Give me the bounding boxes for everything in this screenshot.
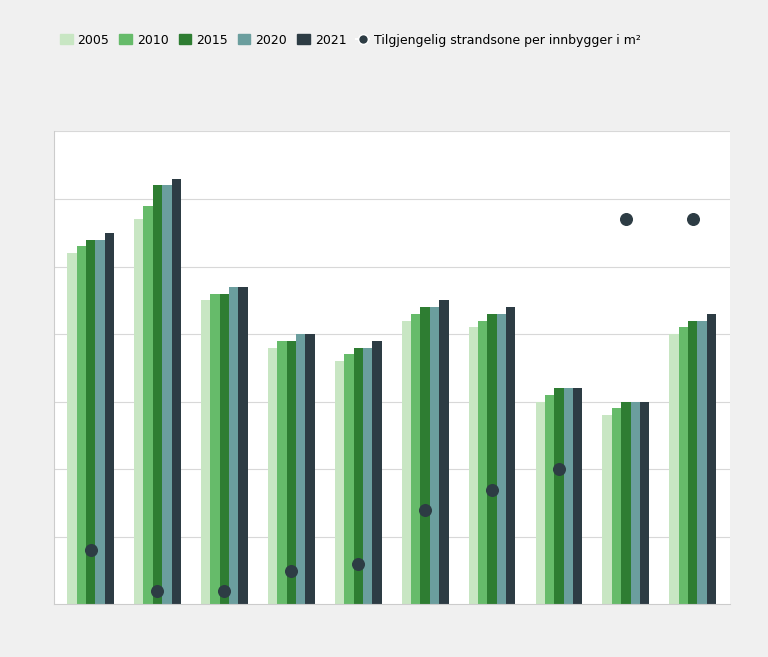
Bar [506,307,515,604]
Bar [631,401,640,604]
Bar [306,334,315,604]
Bar [238,287,248,604]
Bar [707,314,717,604]
Tilgjengelig strandsone per innbygger i m² [486,484,498,495]
Bar [488,314,497,604]
Bar [411,314,420,604]
Bar [229,287,238,604]
Bar [201,300,210,604]
Tilgjengelig strandsone per innbygger i m² [620,214,632,225]
Bar [220,294,229,604]
Bar [335,361,344,604]
Bar [402,321,411,604]
Bar [95,240,104,604]
Bar [363,348,372,604]
Bar [545,395,554,604]
Bar [535,401,545,604]
Bar [573,388,582,604]
Bar [296,334,306,604]
Bar [564,388,573,604]
Bar [697,321,707,604]
Bar [353,348,363,604]
Bar [602,415,612,604]
Bar [621,401,631,604]
Bar [478,321,488,604]
Bar [268,348,277,604]
Bar [497,314,506,604]
Bar [430,307,439,604]
Tilgjengelig strandsone per innbygger i m² [687,214,699,225]
Bar [134,219,144,604]
Bar [286,341,296,604]
Bar [612,409,621,604]
Tilgjengelig strandsone per innbygger i m² [419,505,432,515]
Bar [670,334,679,604]
Bar [67,253,77,604]
Bar [468,327,478,604]
Bar [144,206,153,604]
Bar [210,294,220,604]
Bar [344,354,353,604]
Bar [162,185,171,604]
Bar [86,240,95,604]
Tilgjengelig strandsone per innbygger i m² [218,585,230,596]
Legend: 2005, 2010, 2015, 2020, 2021, Tilgjengelig strandsone per innbygger i m²: 2005, 2010, 2015, 2020, 2021, Tilgjengel… [60,34,641,47]
Bar [171,179,181,604]
Tilgjengelig strandsone per innbygger i m² [553,464,565,474]
Tilgjengelig strandsone per innbygger i m² [352,558,364,569]
Bar [277,341,286,604]
Bar [153,185,162,604]
Bar [104,233,114,604]
Bar [688,321,697,604]
Tilgjengelig strandsone per innbygger i m² [285,566,297,576]
Bar [640,401,649,604]
Tilgjengelig strandsone per innbygger i m² [84,545,97,556]
Bar [554,388,564,604]
Bar [420,307,430,604]
Bar [77,246,86,604]
Bar [372,341,382,604]
Bar [439,300,449,604]
Bar [679,327,688,604]
Tilgjengelig strandsone per innbygger i m² [151,585,164,596]
